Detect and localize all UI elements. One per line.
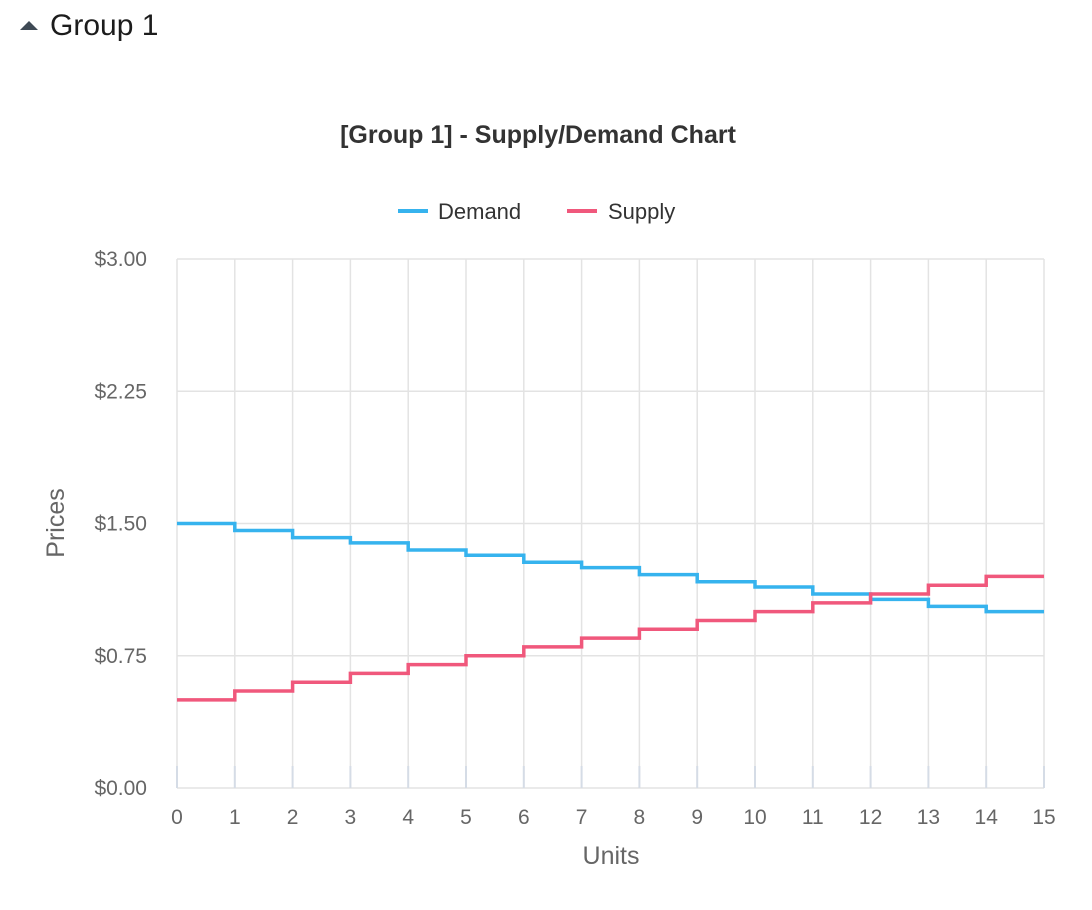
axis-ticks: 0 1 2 3 4 5 6 7 8 9 10 11 12 13 14 15$0.00$0.75$1.50$2.… <box>94 248 1055 829</box>
x-tick-label: 5 <box>460 806 472 829</box>
grid <box>176 258 1045 789</box>
x-tick-label: 15 <box>1032 806 1055 829</box>
chart-title: [Group 1] - Supply/Demand Chart <box>340 121 737 149</box>
x-tick-label: 4 <box>402 806 414 829</box>
x-axis-label: Units <box>583 842 640 870</box>
legend-label-supply: Supply <box>608 199 675 224</box>
series-line-supply <box>177 574 1044 702</box>
legend: Demand Supply <box>398 199 675 224</box>
x-tick-label: 14 <box>975 806 999 829</box>
y-axis-label: Prices <box>42 488 70 557</box>
y-tick-label: $0.00 <box>94 777 147 800</box>
y-tick-label: $2.25 <box>94 380 147 403</box>
legend-item-demand[interactable]: Demand <box>398 199 521 224</box>
x-tick-label: 9 <box>691 806 703 829</box>
y-tick-label: $3.00 <box>94 248 147 271</box>
x-tick-label: 13 <box>917 806 940 829</box>
legend-label-demand: Demand <box>438 199 521 224</box>
x-tick-label: 6 <box>518 806 530 829</box>
x-tick-label: 2 <box>287 806 299 829</box>
x-tick-label: 0 <box>171 806 183 829</box>
x-tick-label: 11 <box>802 806 824 829</box>
series-line-demand <box>177 521 1044 614</box>
series-lines <box>177 521 1044 702</box>
y-tick-label: $1.50 <box>94 513 147 536</box>
group-toggle[interactable]: Group 1 <box>20 6 158 46</box>
x-tick-label: 1 <box>229 806 241 829</box>
y-tick-label: $0.75 <box>94 645 147 668</box>
x-tick-label: 3 <box>345 806 357 829</box>
group-title: Group 1 <box>50 9 159 42</box>
x-tick-label: 12 <box>859 806 882 829</box>
caret-up-icon <box>20 20 38 30</box>
x-tick-label: 7 <box>576 806 588 829</box>
x-tick-label: 8 <box>634 806 646 829</box>
legend-item-supply[interactable]: Supply <box>567 199 675 224</box>
x-tick-label: 10 <box>743 806 766 829</box>
